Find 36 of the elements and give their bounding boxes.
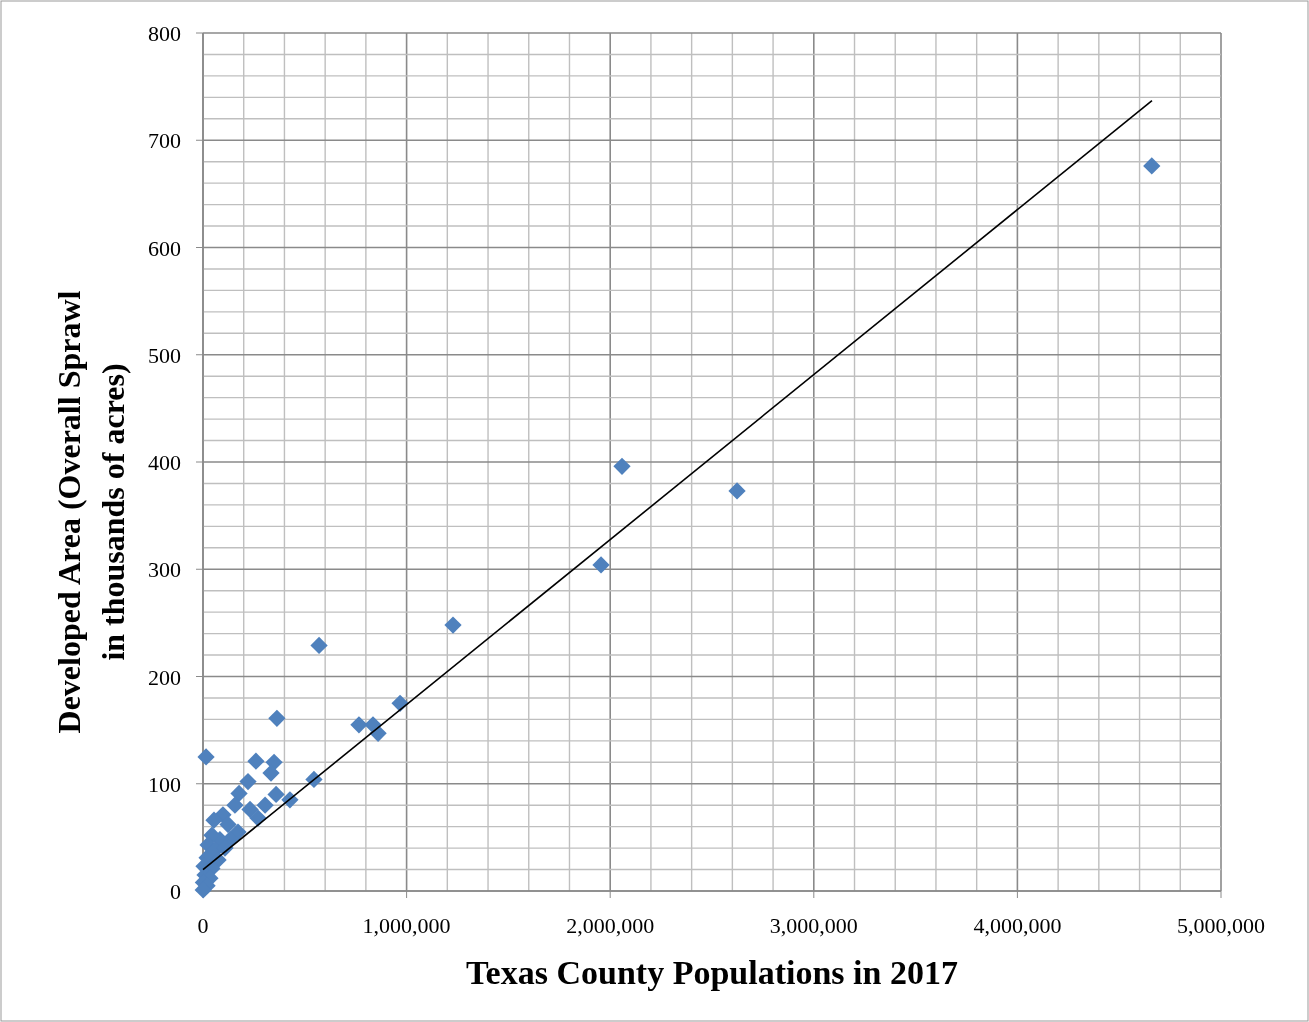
point [205,811,223,829]
point [241,800,259,819]
point [592,556,610,574]
x-tick-label: 2,000,000 [566,913,655,938]
point [230,784,248,803]
point [247,752,265,770]
y-tick-label: 300 [148,557,181,583]
point [256,796,274,814]
y-tick-label: 600 [148,235,181,261]
y-tick-label: 100 [148,771,181,797]
x-tick-label: 5,000,000 [1177,913,1265,938]
x-tick-label: 1,000,000 [362,913,451,938]
point [267,785,285,804]
y-tick-label: 400 [148,450,181,475]
x-axis-title: Texas County Populations in 2017 [466,954,958,991]
y-tick-label: 500 [148,342,181,368]
point [268,709,286,727]
y-tick-label: 0 [170,879,181,904]
point [239,772,257,791]
point [197,748,215,766]
x-tick-label: 3,000,000 [769,913,858,938]
point [219,815,237,834]
point [310,636,328,655]
y-tick-label: 800 [148,21,181,46]
y-tick-label: 200 [148,664,181,690]
x-tick-label: 4,000,000 [973,913,1062,938]
point [350,716,368,734]
x-tick-label: 0 [197,913,209,938]
point [262,764,280,782]
y-axis-title: Developed Area (Overall Sprawl in thousands of acres) [51,290,131,734]
point [226,796,244,814]
point [1143,157,1161,175]
point [613,457,631,475]
point [728,482,746,500]
point [444,616,462,634]
y-tick-label: 700 [148,128,181,154]
